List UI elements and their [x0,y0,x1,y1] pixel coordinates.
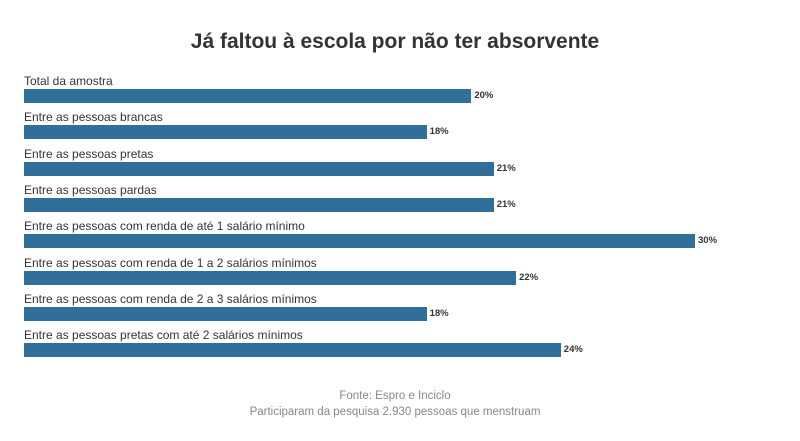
value-label: 18% [429,307,449,319]
bar [24,306,427,321]
category-label: Entre as pessoas com renda de 2 a 3 salá… [24,291,317,306]
category-label: Entre as pessoas com renda de até 1 salá… [24,219,305,234]
chart-title: Já faltou à escola por não ter absorvent… [190,30,600,53]
category-label: Entre as pessoas pardas [24,182,157,197]
category-label: Entre as pessoas pretas [24,146,154,161]
bar [24,89,472,103]
bar [24,161,494,176]
chart-source: Fonte: Espro e Inciclo [339,390,451,402]
bar [24,234,695,249]
category-label: Entre as pessoas pretas com até 2 salári… [24,328,303,343]
value-label: 24% [563,344,583,356]
value-label: 30% [698,235,718,247]
category-label: Total da amostra [24,74,113,88]
value-label: 21% [496,198,516,210]
bar [24,343,561,358]
bar [24,125,427,140]
chart-note: Participaram da pesquisa 2.930 pessoas q… [249,406,541,418]
value-label: 18% [429,126,449,138]
bar [24,197,494,212]
bar [24,270,517,285]
value-label: 21% [496,162,516,174]
category-label: Entre as pessoas brancas [24,110,163,125]
value-label: 22% [519,271,539,283]
category-label: Entre as pessoas com renda de 1 a 2 salá… [24,255,317,270]
value-label: 20% [474,90,494,101]
